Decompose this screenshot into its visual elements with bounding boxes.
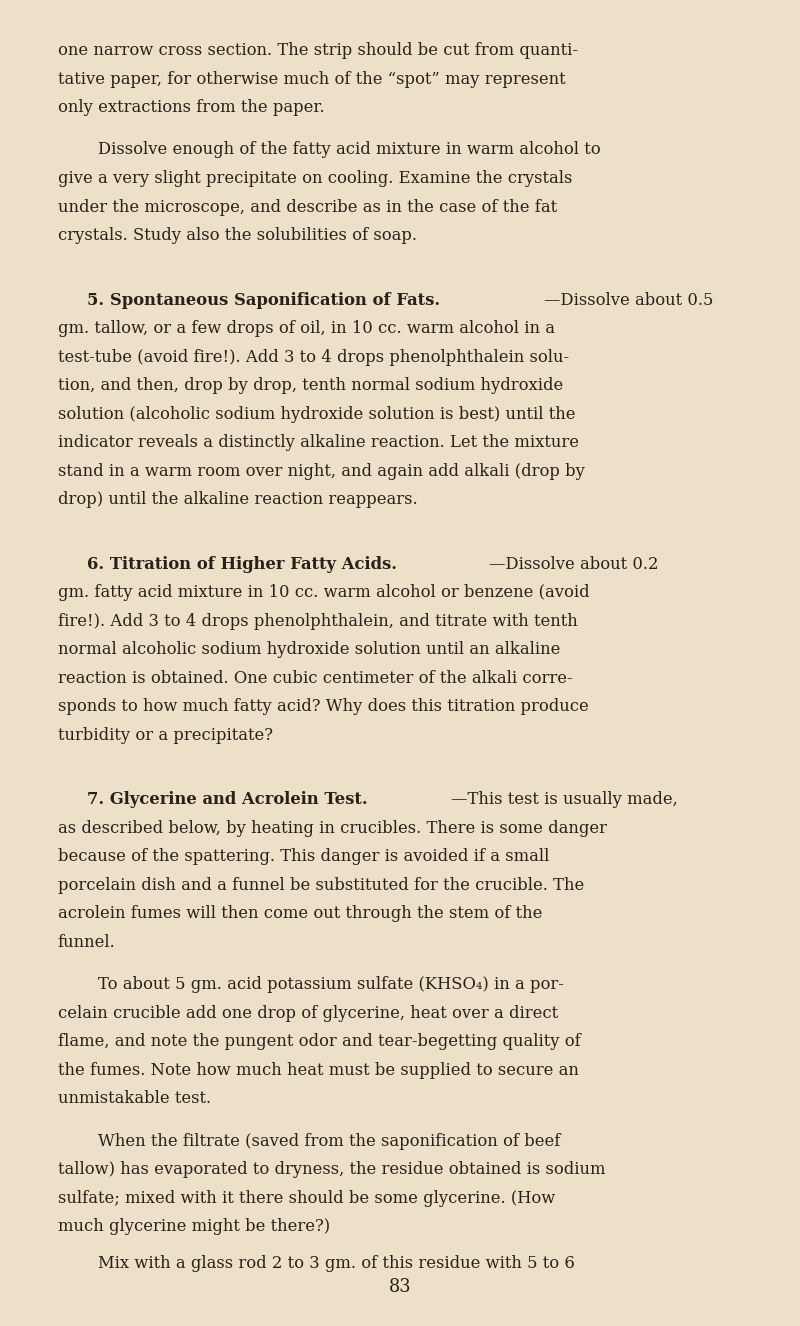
Text: tion, and then, drop by drop, tenth normal sodium hydroxide: tion, and then, drop by drop, tenth norm…	[58, 377, 563, 394]
Text: To about 5 gm. acid potassium sulfate (KHSO₄) in a por-: To about 5 gm. acid potassium sulfate (K…	[98, 976, 563, 993]
Text: stand in a warm room over night, and again add alkali (drop by: stand in a warm room over night, and aga…	[58, 463, 585, 480]
Text: sponds to how much fatty acid? Why does this titration produce: sponds to how much fatty acid? Why does …	[58, 697, 588, 715]
Text: tallow) has evaporated to dryness, the residue obtained is sodium: tallow) has evaporated to dryness, the r…	[58, 1162, 605, 1177]
Text: sulfate; mixed with it there should be some glycerine. (How: sulfate; mixed with it there should be s…	[58, 1189, 555, 1207]
Text: flame, and note the pungent odor and tear-begetting quality of: flame, and note the pungent odor and tea…	[58, 1033, 580, 1050]
Text: celain crucible add one drop of glycerine, heat over a direct: celain crucible add one drop of glycerin…	[58, 1005, 558, 1021]
Text: drop) until the alkaline reaction reappears.: drop) until the alkaline reaction reappe…	[58, 491, 418, 508]
Text: fire!). Add 3 to 4 drops phenolphthalein, and titrate with tenth: fire!). Add 3 to 4 drops phenolphthalein…	[58, 613, 578, 630]
Text: as described below, by heating in crucibles. There is some danger: as described below, by heating in crucib…	[58, 819, 606, 837]
Text: Mix with a glass rod 2 to 3 gm. of this residue with 5 to 6: Mix with a glass rod 2 to 3 gm. of this …	[98, 1254, 574, 1272]
Text: only extractions from the paper.: only extractions from the paper.	[58, 99, 324, 115]
Text: acrolein fumes will then come out through the stem of the: acrolein fumes will then come out throug…	[58, 906, 542, 922]
Text: normal alcoholic sodium hydroxide solution until an alkaline: normal alcoholic sodium hydroxide soluti…	[58, 640, 560, 658]
Text: gm. fatty acid mixture in 10 cc. warm alcohol or benzene (avoid: gm. fatty acid mixture in 10 cc. warm al…	[58, 583, 590, 601]
Text: porcelain dish and a funnel be substituted for the crucible. The: porcelain dish and a funnel be substitut…	[58, 876, 584, 894]
Text: crystals. Study also the solubilities of soap.: crystals. Study also the solubilities of…	[58, 227, 417, 244]
Text: gm. tallow, or a few drops of oil, in 10 cc. warm alcohol in a: gm. tallow, or a few drops of oil, in 10…	[58, 320, 554, 337]
Text: indicator reveals a distinctly alkaline reaction. Let the mixture: indicator reveals a distinctly alkaline …	[58, 434, 578, 451]
Text: 6. Titration of Higher Fatty Acids.: 6. Titration of Higher Fatty Acids.	[87, 556, 397, 573]
Text: 83: 83	[389, 1278, 411, 1296]
Text: When the filtrate (saved from the saponification of beef: When the filtrate (saved from the saponi…	[98, 1132, 560, 1150]
Text: funnel.: funnel.	[58, 934, 115, 951]
Text: test-tube (avoid fire!). Add 3 to 4 drops phenolphthalein solu-: test-tube (avoid fire!). Add 3 to 4 drop…	[58, 349, 569, 366]
Text: the fumes. Note how much heat must be supplied to secure an: the fumes. Note how much heat must be su…	[58, 1062, 578, 1078]
Text: solution (alcoholic sodium hydroxide solution is best) until the: solution (alcoholic sodium hydroxide sol…	[58, 406, 575, 423]
Text: because of the spattering. This danger is avoided if a small: because of the spattering. This danger i…	[58, 849, 549, 865]
Text: —This test is usually made,: —This test is usually made,	[450, 792, 678, 808]
Text: tative paper, for otherwise much of the “spot” may represent: tative paper, for otherwise much of the …	[58, 70, 566, 88]
Text: 7. Glycerine and Acrolein Test.: 7. Glycerine and Acrolein Test.	[87, 792, 368, 808]
Text: —Dissolve about 0.5: —Dissolve about 0.5	[544, 292, 714, 309]
Text: unmistakable test.: unmistakable test.	[58, 1090, 210, 1107]
Text: one narrow cross section. The strip should be cut from quanti-: one narrow cross section. The strip shou…	[58, 42, 578, 58]
Text: turbidity or a precipitate?: turbidity or a precipitate?	[58, 727, 273, 744]
Text: reaction is obtained. One cubic centimeter of the alkali corre-: reaction is obtained. One cubic centimet…	[58, 670, 572, 687]
Text: —Dissolve about 0.2: —Dissolve about 0.2	[489, 556, 658, 573]
Text: under the microscope, and describe as in the case of the fat: under the microscope, and describe as in…	[58, 199, 557, 216]
Text: Dissolve enough of the fatty acid mixture in warm alcohol to: Dissolve enough of the fatty acid mixtur…	[98, 142, 600, 159]
Text: give a very slight precipitate on cooling. Examine the crystals: give a very slight precipitate on coolin…	[58, 170, 572, 187]
Text: 5. Spontaneous Saponification of Fats.: 5. Spontaneous Saponification of Fats.	[87, 292, 440, 309]
Text: much glycerine might be there?): much glycerine might be there?)	[58, 1219, 330, 1235]
